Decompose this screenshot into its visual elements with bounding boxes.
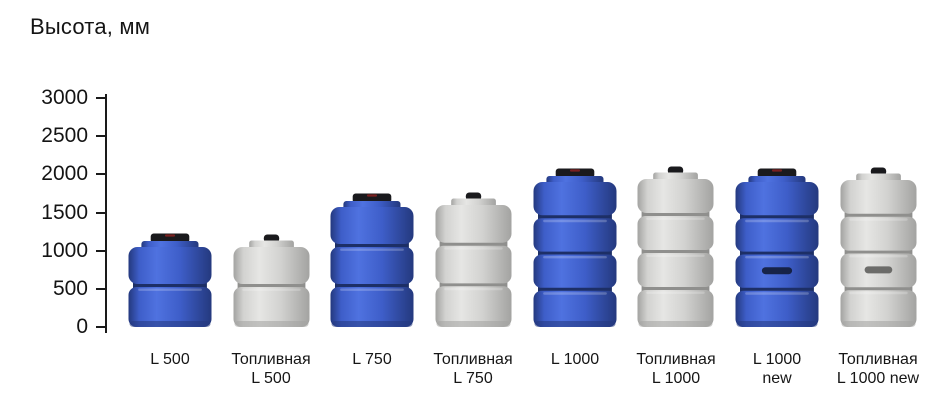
chart-title: Высота, мм bbox=[30, 14, 151, 39]
category-label-line: L 1000 bbox=[550, 351, 600, 368]
tank-figure--l-750 bbox=[435, 191, 512, 327]
tank-figure-l-500 bbox=[128, 233, 212, 327]
tank-figure--l-1000 bbox=[637, 165, 714, 327]
category-label-l-750: L 750 bbox=[302, 350, 442, 369]
y-axis-tick bbox=[96, 249, 105, 252]
category-label-line: L 750 bbox=[352, 351, 392, 368]
category-label-line: Топливная bbox=[433, 351, 513, 368]
tank-figure--l-500 bbox=[233, 233, 310, 327]
y-axis-tick-label: 1000 bbox=[41, 238, 88, 262]
category-label--l-500: Топливная L 500 bbox=[201, 350, 341, 388]
category-label--l-750: Топливная L 750 bbox=[403, 350, 543, 388]
category-label-line: Топливная bbox=[636, 351, 716, 368]
y-axis-line bbox=[105, 94, 107, 333]
y-axis-tick-label: 2000 bbox=[41, 162, 88, 186]
category-label--l-1000-new: Топливная L 1000 new bbox=[808, 350, 934, 388]
y-axis-tick bbox=[96, 135, 105, 138]
category-label-l-1000-new: L 1000 new bbox=[707, 350, 847, 388]
category-label-l-1000: L 1000 bbox=[505, 350, 645, 369]
y-axis-tick-label: 2500 bbox=[41, 124, 88, 148]
y-axis-tick bbox=[96, 211, 105, 214]
y-axis-tick bbox=[96, 287, 105, 290]
y-axis-tick-label: 0 bbox=[76, 315, 88, 338]
category-label-l-500: L 500 bbox=[100, 350, 240, 369]
category-label-line: L 1000 bbox=[651, 370, 701, 387]
y-axis-tick-label: 3000 bbox=[41, 86, 88, 109]
y-axis-tick-label: 500 bbox=[52, 276, 88, 300]
y-axis-tick bbox=[96, 173, 105, 176]
category-label-line: L 750 bbox=[453, 370, 493, 387]
category-label-line: L 1000 new bbox=[836, 370, 920, 387]
category-label-line: Топливная bbox=[231, 351, 311, 368]
tank-figure-l-1000 bbox=[533, 168, 617, 328]
tank-figure--l-1000-new bbox=[840, 166, 917, 328]
category-label--l-1000: Топливная L 1000 bbox=[606, 350, 746, 388]
category-label-line: new bbox=[762, 370, 792, 387]
category-label-line: Топливная bbox=[838, 351, 918, 368]
y-axis-tick bbox=[96, 97, 105, 99]
y-axis-tick-label: 1500 bbox=[41, 200, 88, 224]
category-label-line: L 1000 bbox=[752, 351, 802, 368]
tank-figure-l-750 bbox=[330, 193, 414, 327]
category-label-line: L 500 bbox=[251, 370, 291, 387]
category-label-line: L 500 bbox=[150, 351, 190, 368]
tank-figure-l-1000-new bbox=[735, 168, 819, 328]
y-axis-tick bbox=[96, 326, 105, 328]
